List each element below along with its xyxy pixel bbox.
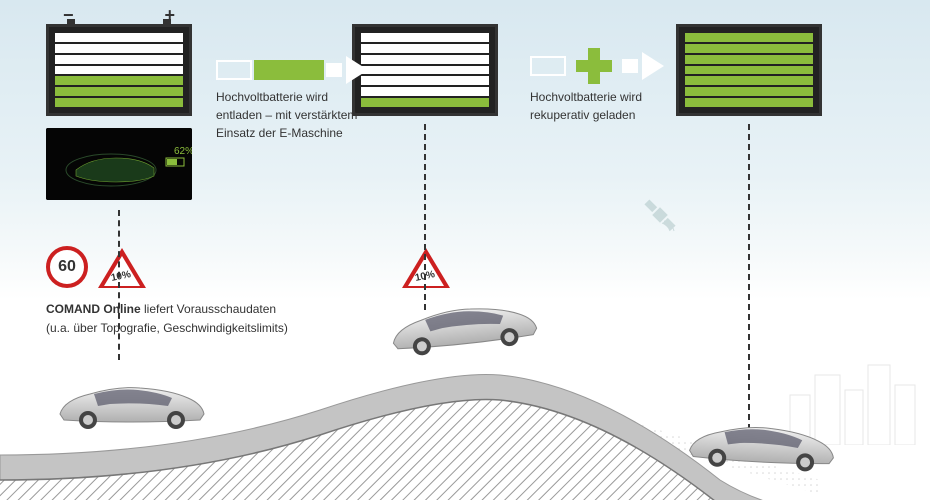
terminal-plus: + — [164, 5, 175, 26]
satellite-icon — [640, 195, 680, 235]
recuperation-arrow — [530, 48, 664, 84]
caption-discharge: Hochvoltbatterie wird entladen – mit ver… — [216, 88, 357, 142]
battery-1: − + — [46, 24, 192, 116]
terminal-minus: − — [63, 5, 74, 26]
battery-3 — [676, 24, 822, 116]
battery-2 — [352, 24, 498, 116]
car-3 — [679, 414, 842, 474]
dashboard-preview: 62% — [46, 128, 192, 200]
dashboard-pct: 62% — [174, 146, 192, 157]
discharge-arrow — [216, 56, 368, 84]
battery-1-bars — [55, 33, 183, 107]
car-1 — [50, 378, 210, 430]
plus-icon — [576, 48, 612, 84]
caption-recuperation: Hochvoltbatterie wird rekuperativ gelade… — [530, 88, 642, 124]
